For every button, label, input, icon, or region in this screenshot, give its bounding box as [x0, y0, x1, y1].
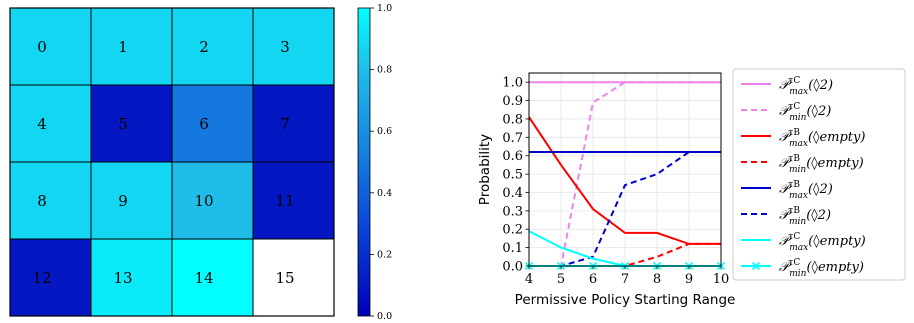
heatmap-cell	[171, 7, 254, 86]
heatmap-cell-label: 15	[275, 269, 294, 287]
x-tick-label: 9	[685, 272, 693, 287]
heatmap-cell-label: 9	[118, 192, 128, 210]
heatmap-cell-label: 3	[280, 38, 290, 56]
x-tick-label: 4	[525, 272, 533, 287]
y-tick-label: 0.1	[502, 241, 523, 256]
heatmap-cell	[90, 238, 173, 317]
heatmap-cell-label: 4	[37, 115, 47, 133]
y-tick-label: 0.3	[502, 204, 523, 219]
x-tick-label: 6	[589, 272, 597, 287]
heatmap-cell-label: 6	[199, 115, 209, 133]
heatmap-cell	[252, 161, 335, 240]
y-axis-label: Probability	[477, 134, 493, 205]
legend-label: 𝒫τB max(◊empty)	[779, 128, 865, 149]
x-tick-label: 10	[713, 272, 730, 287]
x-axis-label: Permissive Policy Starting Range	[515, 292, 736, 308]
legend-label: 𝒫τC min(◊empty)	[779, 258, 864, 279]
chart-legend: 𝒫τC max(◊2) 𝒫τC min(◊2) 𝒫τB max(◊empty) 𝒫τB min…	[732, 68, 906, 281]
legend-box	[732, 68, 906, 281]
heatmap-cell-label: 7	[280, 115, 290, 133]
heatmap-cell-label: 0	[37, 38, 47, 56]
heatmap-cell	[9, 238, 92, 317]
heatmap-cell-label: 1	[118, 38, 128, 56]
colorbar-tick-label: 0.2	[377, 249, 392, 260]
heatmap-cell-label: 11	[275, 192, 294, 210]
y-tick-label: 0.6	[502, 149, 523, 164]
line-chart: 4 5 6 7 8 9 10 0.0 0.1 0.2 0.3 0.4 0.5 0.6 0.7 0.8 0.9 1.…	[477, 72, 736, 308]
legend-label: 𝒫τC min(◊2)	[779, 102, 831, 123]
heatmap-cell-label: 12	[32, 269, 51, 287]
heatmap-cell-label: 10	[194, 192, 213, 210]
legend-marker	[751, 261, 761, 271]
colorbar-tick-label: 0.4	[377, 188, 392, 199]
y-tick-label: 1.0	[502, 76, 523, 91]
legend-label: 𝒫τB min(◊empty)	[779, 154, 864, 175]
heatmap-cell-label: 14	[194, 269, 213, 287]
heatmap-cell	[90, 7, 173, 86]
legend-label: 𝒫τB max(◊2)	[779, 180, 833, 201]
heatmap-cell	[252, 84, 335, 163]
heatmap-cell	[171, 84, 254, 163]
x-tick-label: 5	[557, 272, 565, 287]
heatmap-cell	[252, 238, 335, 317]
heatmap-cell	[90, 84, 173, 163]
colorbar: 0.0 0.2 0.4 0.6 0.8 1.0	[357, 3, 392, 322]
y-tick-label: 0.7	[502, 131, 523, 146]
y-tick-label: 0.4	[502, 186, 523, 201]
heatmap-cell	[9, 7, 92, 86]
colorbar-tick-label: 0.8	[377, 65, 392, 76]
legend-label: 𝒫τC max(◊empty)	[779, 232, 866, 253]
y-tick-label: 0.9	[502, 94, 523, 109]
colorbar-tick-label: 1.0	[377, 3, 392, 14]
colorbar-tick-label: 0.0	[377, 311, 392, 322]
y-tick-label: 0.0	[502, 260, 523, 275]
heatmap-cell-label: 13	[113, 269, 132, 287]
heatmap-border	[9, 7, 335, 317]
heatmap-cell	[90, 161, 173, 240]
heatmap-cell	[9, 161, 92, 240]
colorbar-gradient	[357, 7, 371, 317]
colorbar-tick-label: 0.6	[377, 126, 392, 137]
x-tick-label: 8	[653, 272, 661, 287]
y-tick-label: 0.8	[502, 112, 523, 127]
heatmap-cell	[171, 161, 254, 240]
heatmap-cell	[9, 84, 92, 163]
heatmap-cell	[252, 7, 335, 86]
y-tick-label: 0.5	[502, 168, 523, 183]
heatmap-cell-label: 5	[118, 115, 128, 133]
y-tick-label: 0.2	[502, 223, 523, 238]
legend-label: 𝒫τB min(◊2)	[779, 206, 831, 227]
x-tick-label: 7	[621, 272, 629, 287]
heatmap-cell-label: 8	[37, 192, 47, 210]
heatmap-cell-label: 2	[199, 38, 209, 56]
heatmap-cell	[171, 238, 254, 317]
legend-label: 𝒫τC max(◊2)	[779, 76, 833, 97]
